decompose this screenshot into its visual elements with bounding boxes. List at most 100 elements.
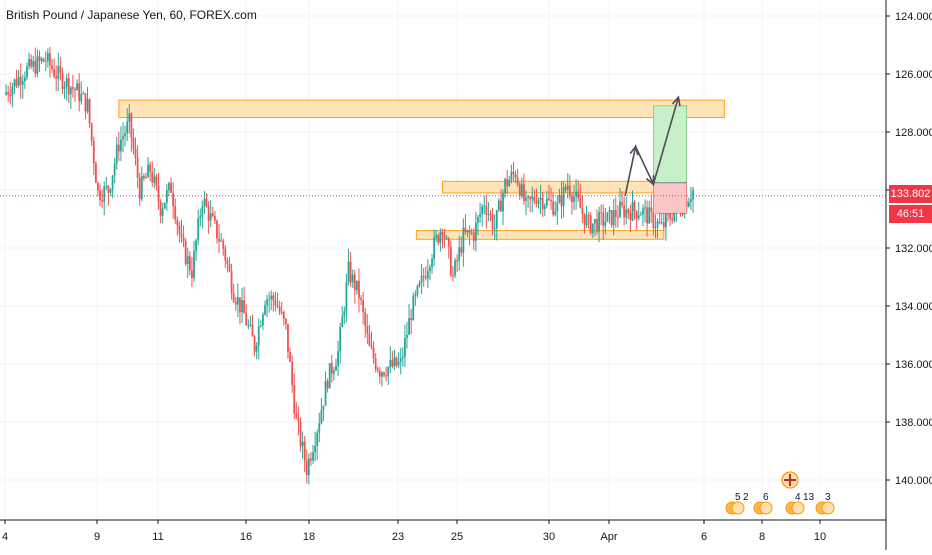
candle-body: [186, 256, 189, 264]
candle: [614, 197, 617, 228]
candle-body: [374, 358, 377, 369]
candle: [537, 197, 540, 209]
event-group[interactable]: 6: [753, 492, 773, 515]
candle: [115, 136, 118, 170]
candle: [416, 284, 419, 298]
candle-body: [637, 215, 640, 219]
candle: [9, 82, 12, 105]
candle-body: [654, 227, 657, 229]
candle: [619, 187, 621, 219]
candle-body: [437, 235, 440, 243]
candle-body: [594, 219, 596, 224]
candle-body: [349, 261, 352, 283]
projection-path[interactable]: [624, 96, 680, 196]
candle: [351, 269, 354, 289]
candle: [272, 291, 275, 312]
candle-body: [216, 220, 218, 239]
candle-body: [395, 357, 398, 366]
candle-body: [439, 232, 442, 243]
candle: [328, 362, 331, 389]
candle-body: [625, 209, 628, 218]
drawing-zones[interactable]: [118, 99, 725, 240]
candle: [335, 358, 337, 371]
candle-body: [245, 313, 248, 325]
resistance-zone[interactable]: [118, 99, 725, 118]
candle: [236, 283, 239, 318]
event-flag-icon[interactable]: [821, 501, 835, 515]
candle-body: [454, 260, 456, 276]
time-tick-label: 8: [759, 531, 765, 543]
event-flag-icon[interactable]: [731, 501, 745, 515]
candle: [270, 290, 273, 310]
candle: [145, 172, 147, 179]
candle-body: [155, 176, 158, 186]
candle: [92, 136, 95, 176]
candle-body: [337, 351, 339, 366]
candle-body: [529, 196, 532, 200]
candle: [228, 256, 231, 273]
candle: [322, 405, 325, 422]
candle-body: [78, 83, 81, 102]
event-group[interactable]: 4 13: [785, 492, 815, 515]
candle: [266, 295, 268, 318]
candle-body: [324, 380, 327, 406]
candle: [412, 292, 415, 321]
candle-body: [122, 136, 124, 140]
arrow-head: [629, 144, 639, 156]
candle-body: [234, 301, 237, 305]
projection-arrows[interactable]: [624, 95, 681, 196]
candle-body: [541, 197, 544, 210]
candle-body: [182, 237, 185, 242]
long-position-tool[interactable]: [653, 105, 688, 214]
candle: [470, 228, 473, 236]
candle: [381, 370, 383, 387]
candle: [533, 189, 536, 205]
uk-flag-event[interactable]: [781, 471, 799, 489]
candle: [621, 191, 623, 209]
candle: [310, 451, 312, 466]
event-group[interactable]: 3: [815, 492, 835, 515]
candle: [554, 201, 557, 217]
candle: [637, 201, 640, 221]
candle: [299, 417, 302, 452]
candle-body: [378, 370, 381, 377]
economic-events[interactable]: 5 2 6 4 13 3: [725, 471, 835, 515]
candle: [78, 73, 81, 112]
candle-body: [491, 214, 494, 230]
mid-zone[interactable]: [441, 180, 665, 194]
candle: [472, 228, 475, 251]
candle-body: [531, 196, 534, 200]
candle: [97, 181, 99, 197]
candle-body: [627, 209, 630, 214]
support-zone[interactable]: [415, 230, 665, 240]
candle-body: [673, 211, 676, 221]
target-area[interactable]: [653, 105, 688, 183]
event-flag-icon[interactable]: [791, 501, 805, 515]
candle-body: [539, 197, 542, 201]
candle-body: [504, 179, 507, 194]
candle: [337, 340, 339, 376]
candle-body: [253, 336, 256, 352]
candle-body: [301, 441, 304, 447]
candle: [508, 175, 511, 187]
candle-body: [604, 221, 607, 226]
candle: [387, 366, 390, 386]
candle: [477, 214, 479, 236]
candle: [408, 303, 410, 335]
event-flag-icon[interactable]: [759, 501, 773, 515]
candle: [295, 402, 298, 420]
candle: [324, 371, 327, 406]
candle-body: [188, 256, 191, 271]
candle: [575, 179, 578, 210]
candle-body: [113, 163, 116, 176]
candle-body: [53, 69, 56, 77]
stop-area[interactable]: [653, 182, 688, 214]
candle: [587, 211, 590, 229]
candle-body: [84, 93, 87, 112]
candle-body: [552, 201, 555, 215]
candle: [531, 186, 534, 213]
candle-body: [598, 212, 600, 232]
